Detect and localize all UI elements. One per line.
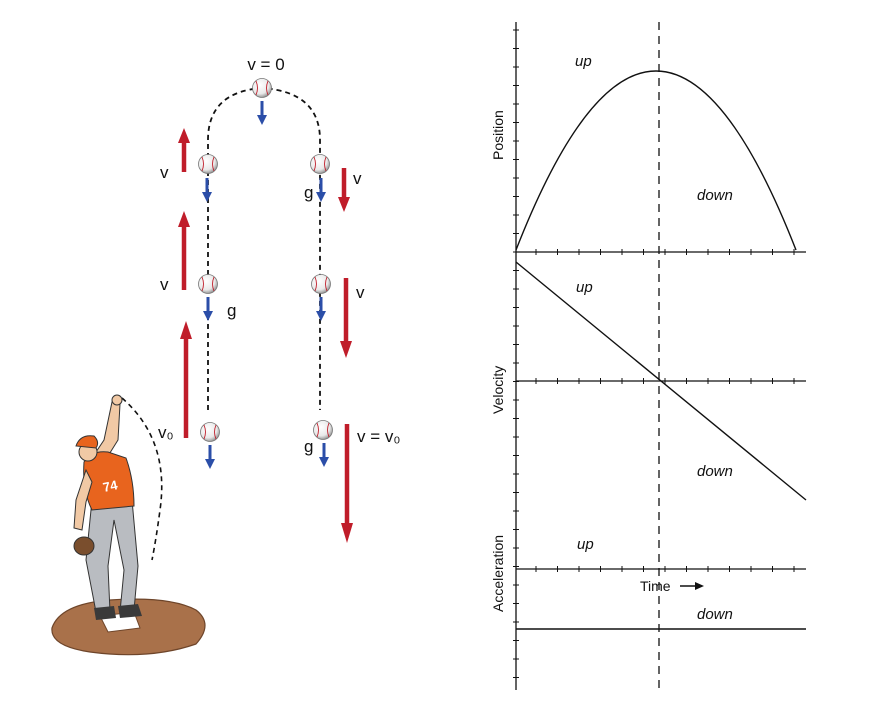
position-up-label: up — [575, 53, 592, 70]
baseball-up-1 — [198, 154, 218, 174]
gravity-arrow — [205, 445, 215, 469]
cap — [75, 435, 99, 449]
baseball-down-1 — [310, 154, 330, 174]
velocity-arrow-up — [178, 211, 190, 290]
position-down-label: down — [697, 187, 733, 204]
acceleration-x-ticks — [535, 566, 795, 572]
y-axis-ticks — [513, 29, 519, 678]
position-axis-label: Position — [490, 110, 506, 160]
velocity-arrow-up — [180, 321, 192, 438]
position-curve — [515, 70, 797, 251]
gravity-arrows — [202, 101, 329, 469]
velocity-arrow-down — [340, 278, 352, 358]
velocity-up-label: up — [576, 279, 593, 296]
velocity-arrow-up — [178, 128, 190, 172]
initial-velocity-label: v₀ — [158, 423, 174, 442]
acceleration-down-label: down — [697, 606, 733, 623]
gravity-arrow — [203, 297, 213, 321]
gravity-label: g — [304, 183, 313, 202]
velocity-arrow-down — [341, 424, 353, 543]
velocity-arrow-down — [338, 168, 350, 212]
trajectory-path — [207, 87, 321, 410]
position-x-ticks — [535, 249, 795, 255]
velocity-graph: up down Velocity — [490, 261, 807, 501]
pitcher-illustration: 74 — [51, 394, 206, 656]
motion-graphs: up down Position up down Velocity up dow… — [490, 22, 807, 690]
acceleration-axis-label: Acceleration — [490, 535, 506, 612]
gravity-label: g — [227, 301, 236, 320]
gravity-label: g — [304, 437, 313, 456]
velocity-line — [515, 261, 807, 501]
gravity-arrow — [257, 101, 267, 125]
gravity-arrow — [319, 443, 329, 467]
position-graph: up down Position — [490, 53, 806, 255]
gravity-arrow — [316, 297, 326, 321]
velocity-label: v — [160, 163, 169, 182]
baseballs — [198, 78, 333, 442]
trajectory-diagram: v = 0 — [158, 55, 400, 543]
velocity-label: v — [160, 275, 169, 294]
apex-velocity-label: v = 0 — [247, 55, 284, 74]
glove — [73, 536, 95, 556]
baseball-down-2 — [311, 274, 331, 294]
baseball-apex — [252, 78, 272, 98]
baseball-up-2 — [198, 274, 218, 294]
gravity-arrow — [202, 178, 212, 202]
jersey-number: 74 — [102, 477, 120, 495]
velocity-arrows — [178, 128, 353, 543]
velocity-axis-label: Velocity — [490, 366, 506, 414]
time-axis-label: Time — [640, 578, 671, 594]
baseball-down-3 — [313, 420, 333, 440]
final-velocity-label: v = v₀ — [357, 427, 400, 446]
velocity-x-ticks — [535, 378, 795, 384]
acceleration-up-label: up — [577, 536, 594, 553]
time-arrow — [680, 582, 704, 590]
baseball-up-3 — [200, 422, 220, 442]
velocity-label: v — [356, 283, 365, 302]
acceleration-graph: up down Time Acceleration — [490, 535, 806, 630]
throw-motion-line — [121, 397, 163, 561]
velocity-label: v — [353, 169, 362, 188]
gravity-arrow — [316, 178, 326, 202]
velocity-down-label: down — [697, 463, 733, 480]
